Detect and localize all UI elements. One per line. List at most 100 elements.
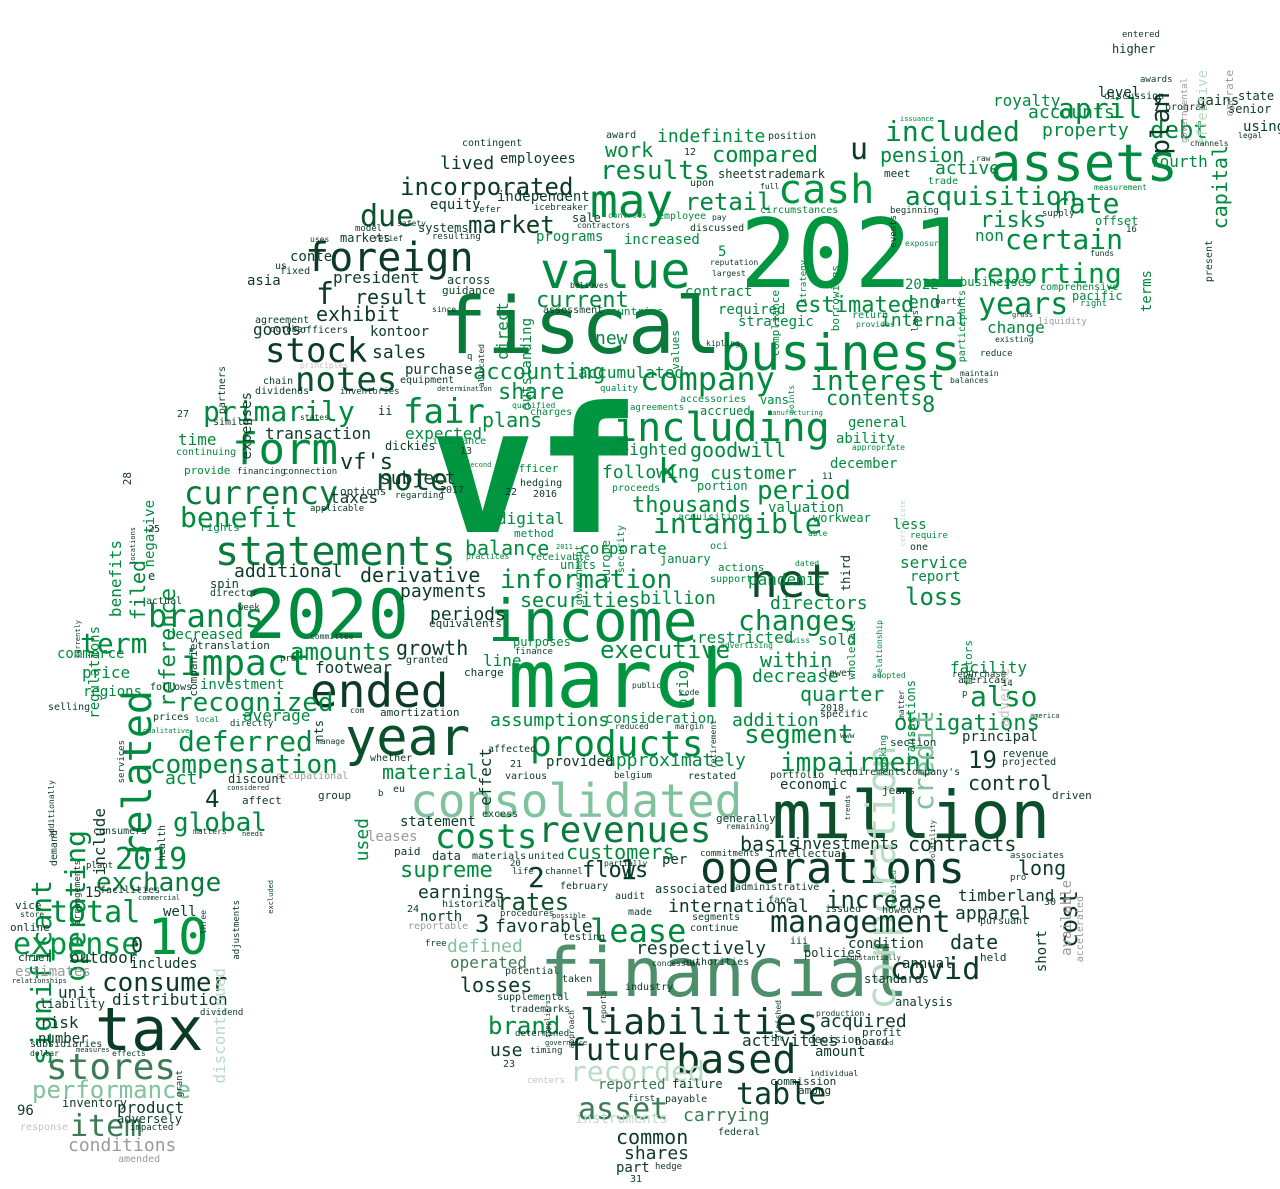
word-including-23: including bbox=[613, 405, 830, 451]
word-model-449: model bbox=[355, 224, 383, 234]
word-procedures-373: procedures bbox=[500, 909, 555, 919]
word-compensation-55: compensation bbox=[150, 750, 338, 780]
word-net-16: net bbox=[750, 554, 834, 608]
word-chief-328: chief bbox=[18, 951, 52, 964]
word-current-99: current bbox=[536, 288, 629, 313]
word-fixed-446: fixed bbox=[280, 266, 311, 277]
word-valuation-223: valuation bbox=[768, 500, 844, 516]
word-matters-555: matters bbox=[193, 827, 227, 836]
word-covid-49: covid bbox=[890, 952, 981, 987]
word-14-321: 14 bbox=[1002, 679, 1013, 689]
word-discontinued-233: discontinued bbox=[210, 968, 229, 1084]
word-largest-469: largest bbox=[712, 269, 746, 278]
word-benefits-236: benefits bbox=[106, 540, 125, 618]
word-general-226: general bbox=[848, 415, 908, 431]
word-adopted-509: adopted bbox=[872, 671, 906, 680]
word-work-71: work bbox=[605, 138, 654, 162]
word-considered-550: considered bbox=[227, 784, 270, 792]
word-third-505: third bbox=[839, 555, 853, 592]
word-excluded-554: excluded bbox=[267, 880, 275, 914]
word-operations-8: operations bbox=[700, 843, 965, 894]
word-operated-157: operated bbox=[450, 953, 528, 972]
word-follows-335: follows bbox=[150, 682, 193, 693]
word-pre-538: pre bbox=[280, 654, 297, 664]
word-whether-382: whether bbox=[370, 753, 413, 764]
word-www-588: www bbox=[840, 731, 855, 740]
word-investment-208: investment bbox=[200, 677, 285, 693]
word-recognized-57: recognized bbox=[177, 688, 334, 718]
word-outdoor-191: outdoor bbox=[70, 948, 138, 967]
word-brand-159: brand bbox=[488, 1012, 561, 1040]
word-reduced-519: reduced bbox=[615, 722, 649, 731]
word-dickies-568: dickies bbox=[385, 439, 436, 453]
word-exchange-54: exchange bbox=[96, 868, 222, 898]
word-public-516: public bbox=[632, 681, 661, 690]
word-impacted-202: impacted bbox=[130, 1123, 174, 1133]
word-intellectual-363: intellectual bbox=[768, 847, 848, 860]
word-ability-225: ability bbox=[836, 431, 896, 447]
word-jeans-294: jeans bbox=[882, 784, 916, 797]
word-months-520: months bbox=[600, 439, 629, 448]
word-included-73: included bbox=[885, 115, 1020, 148]
word-strategic-250: strategic bbox=[738, 314, 814, 330]
word-practices-524: practices bbox=[466, 552, 510, 561]
word-chain-528: chain bbox=[263, 376, 294, 387]
word-policies-290: policies bbox=[804, 946, 862, 960]
word-results-67: results bbox=[600, 156, 710, 186]
word-spin-398: spin bbox=[210, 577, 239, 591]
word-remaining-365: remaining bbox=[726, 822, 770, 831]
word-segment-134: segment bbox=[744, 720, 854, 750]
word-principal-284: principal bbox=[962, 729, 1038, 745]
word-support-429: support bbox=[710, 574, 753, 585]
word-continuing-409: continuing bbox=[176, 447, 237, 458]
word-services-542: services bbox=[117, 740, 127, 784]
word-insurance-414: insurance bbox=[432, 436, 487, 447]
word-adjustments-553: adjustments bbox=[232, 900, 242, 960]
word-end-92: end bbox=[908, 292, 941, 313]
word-actual-334: actual bbox=[146, 596, 183, 607]
word-2020-4: 2020 bbox=[245, 576, 409, 655]
word-liquidity-491: liquidity bbox=[1038, 317, 1087, 327]
word-trends-587: trends bbox=[844, 795, 852, 821]
word-available-278: available bbox=[1059, 880, 1075, 956]
word-position-462: position bbox=[768, 131, 817, 142]
word-first-578: first bbox=[628, 1094, 656, 1104]
word-locations-545: locations bbox=[129, 527, 137, 565]
word-equipment-527: equipment bbox=[400, 375, 455, 386]
word-conte-242: conte bbox=[290, 249, 333, 265]
word-expected-131: expected bbox=[405, 424, 483, 443]
word-internal-93: internal bbox=[880, 310, 967, 331]
word-10-20: 10 bbox=[148, 908, 209, 966]
word-occupational-385: occupational bbox=[276, 771, 349, 782]
word-25-546: 25 bbox=[148, 524, 161, 535]
word-segments-357: segments bbox=[692, 912, 741, 923]
word-digital-220: digital bbox=[497, 509, 565, 528]
word-statement-300: statement bbox=[400, 814, 476, 830]
word-events-477: events bbox=[889, 215, 899, 248]
word-borrowings-466: borrowings bbox=[829, 265, 842, 332]
word-channels-496: channels bbox=[1190, 139, 1229, 148]
word-standards-289: standards bbox=[864, 972, 930, 986]
word-president-213: president bbox=[333, 268, 420, 287]
word-local-540: local bbox=[195, 715, 220, 724]
word-number-195: number bbox=[38, 1031, 89, 1047]
word-20-323: 20 bbox=[510, 859, 521, 869]
word-instruments-187: instruments bbox=[575, 1111, 668, 1127]
word-property-88: property bbox=[1042, 120, 1129, 141]
word-2022-255: 2022 bbox=[905, 277, 939, 293]
word-free-375: free bbox=[425, 939, 447, 949]
word-b-570: b bbox=[378, 789, 384, 799]
word-primarily-61: primarily bbox=[203, 395, 355, 428]
word-right-490: right bbox=[1080, 299, 1108, 309]
word-strategy-467: strategy bbox=[799, 260, 809, 304]
word-various-383: various bbox=[505, 771, 548, 782]
word-payable-344: payable bbox=[665, 1094, 708, 1105]
word-share-98: share bbox=[498, 380, 565, 405]
word-plant-559: plant bbox=[86, 861, 114, 871]
word-2017-318: 2017 bbox=[440, 485, 465, 496]
word-circumstances-465: circumstances bbox=[760, 205, 839, 216]
word-week-399: week bbox=[238, 603, 260, 613]
word-supreme-154: supreme bbox=[400, 858, 493, 883]
word-rates-148: rates bbox=[497, 888, 570, 916]
word-time-211: time bbox=[178, 430, 217, 449]
